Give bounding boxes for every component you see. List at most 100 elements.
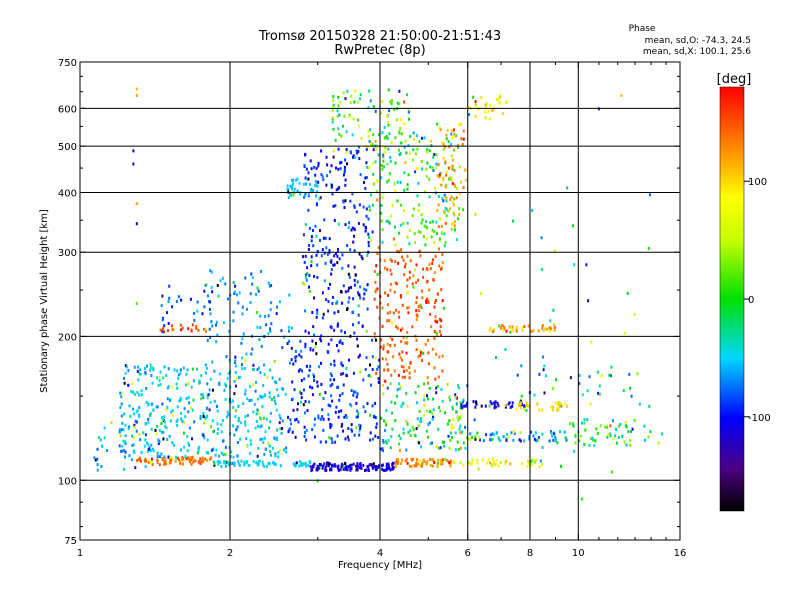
data-point: [197, 328, 200, 332]
data-point: [386, 311, 389, 315]
data-point: [144, 438, 147, 442]
data-point: [176, 369, 179, 373]
data-point: [237, 416, 240, 420]
data-point: [419, 231, 422, 234]
data-point: [359, 462, 361, 466]
data-point: [362, 223, 365, 227]
data-point: [307, 171, 310, 175]
data-point: [436, 174, 439, 178]
data-point: [419, 420, 422, 424]
data-point: [513, 430, 515, 434]
data-point: [211, 419, 214, 423]
data-point: [119, 434, 122, 438]
data-point: [283, 448, 286, 452]
data-point: [337, 104, 340, 108]
data-point: [371, 203, 374, 207]
data-point: [269, 411, 272, 415]
data-point: [493, 406, 496, 410]
data-point: [211, 388, 214, 392]
data-point: [236, 454, 239, 458]
data-point: [533, 460, 536, 464]
data-point: [264, 315, 267, 318]
data-point: [310, 264, 313, 268]
data-point: [327, 417, 330, 421]
data-point: [320, 149, 323, 153]
data-point: [449, 464, 452, 468]
data-point: [349, 248, 352, 252]
data-point: [138, 456, 141, 460]
data-point: [382, 449, 384, 453]
data-point: [396, 180, 399, 184]
data-point: [123, 449, 125, 452]
data-point: [375, 288, 378, 292]
data-point: [161, 327, 164, 331]
data-point: [179, 396, 182, 400]
data-point: [232, 310, 235, 314]
data-point: [439, 460, 442, 464]
data-point: [406, 331, 409, 334]
data-point: [431, 412, 434, 415]
data-point: [572, 224, 574, 228]
data-point: [120, 428, 123, 432]
data-point: [378, 464, 380, 468]
data-point: [195, 325, 198, 328]
data-point: [442, 199, 445, 203]
data-point: [345, 150, 348, 154]
data-point: [344, 331, 346, 335]
data-point: [594, 439, 597, 443]
data-point: [414, 391, 417, 395]
data-point: [380, 176, 383, 180]
data-point: [217, 460, 220, 464]
data-point: [453, 169, 456, 173]
data-point: [433, 230, 436, 234]
data-point: [205, 367, 208, 370]
data-point: [342, 467, 345, 471]
data-point: [371, 466, 374, 470]
data-point: [397, 231, 400, 235]
data-point: [494, 463, 497, 466]
data-point: [412, 285, 415, 289]
data-point: [155, 405, 158, 409]
data-point: [425, 175, 428, 178]
data-point: [496, 401, 499, 405]
data-point: [235, 364, 237, 368]
data-point: [357, 100, 360, 104]
data-point: [132, 407, 134, 411]
data-point: [437, 203, 440, 207]
data-point: [238, 375, 240, 379]
data-point: [318, 463, 321, 466]
data-point: [137, 458, 140, 462]
data-point: [317, 164, 320, 168]
data-point: [450, 154, 453, 158]
data-point: [425, 301, 428, 305]
data-point: [470, 462, 473, 466]
data-point: [515, 325, 518, 329]
data-point: [236, 425, 239, 429]
data-point: [275, 408, 278, 412]
data-point: [474, 437, 477, 441]
data-point: [368, 463, 371, 467]
data-point: [373, 465, 376, 469]
data-point: [303, 282, 306, 286]
data-point: [484, 103, 487, 107]
data-point: [468, 461, 471, 465]
data-point: [179, 372, 182, 376]
data-point: [448, 395, 451, 399]
data-point: [450, 424, 453, 427]
data-point: [398, 89, 401, 93]
data-point: [319, 417, 322, 421]
data-point: [450, 178, 453, 182]
data-point: [333, 311, 336, 315]
data-point: [429, 464, 432, 467]
data-point: [207, 294, 209, 298]
data-point: [359, 370, 362, 374]
data-point: [310, 255, 313, 259]
data-point: [320, 463, 322, 467]
data-point: [389, 268, 392, 272]
data-point: [395, 282, 398, 286]
data-point: [357, 355, 360, 359]
data-point: [192, 460, 195, 464]
data-point: [447, 209, 450, 213]
data-point: [285, 450, 288, 454]
